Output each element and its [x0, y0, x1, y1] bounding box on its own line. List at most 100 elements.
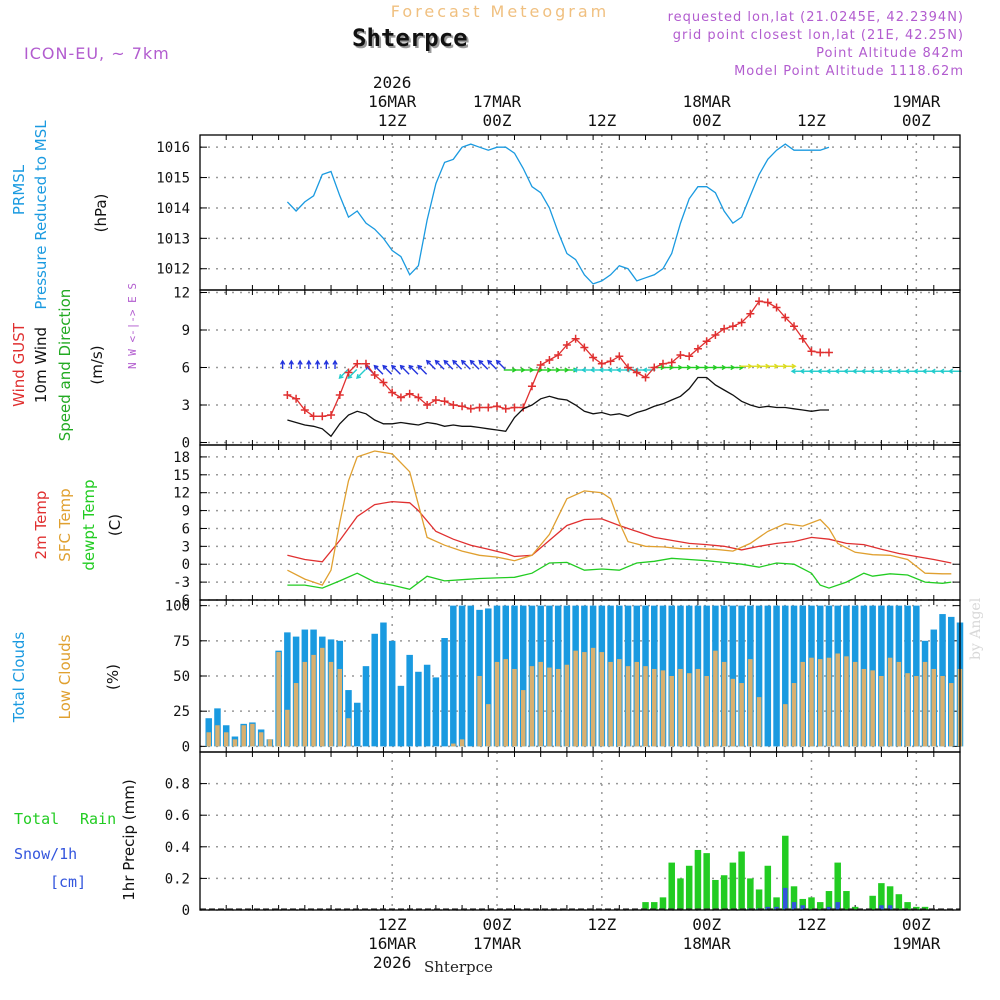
model-label: ICON-EU, ~ 7km — [24, 44, 170, 63]
gust-marker — [816, 348, 825, 357]
wind-arrow — [478, 360, 489, 370]
meteogram-title: Forecast Meteogram — [390, 2, 610, 21]
gust-marker — [790, 322, 799, 331]
time-label-top: 16MAR — [368, 92, 417, 111]
gust-marker — [440, 397, 449, 406]
low-cloud-bar — [223, 732, 229, 747]
gust-marker — [458, 402, 467, 411]
low-cloud-bar — [861, 668, 867, 747]
wind-arrow — [417, 365, 428, 375]
y-tick-label: 0 — [182, 739, 190, 755]
wind-arrow — [373, 365, 384, 375]
rain-bar — [773, 897, 780, 910]
wind-arrowhead — [288, 359, 295, 365]
low-cloud-bar — [887, 657, 893, 747]
rain-bar — [720, 875, 728, 910]
gust-marker — [527, 382, 536, 391]
low-cloud-bar — [608, 661, 613, 747]
gust-marker — [728, 322, 737, 331]
low-cloud-bar — [564, 664, 570, 747]
total-cloud-bar — [371, 633, 378, 747]
temperature-frame — [199, 444, 961, 601]
rain-bar — [668, 862, 675, 910]
wind-arrowhead — [791, 363, 797, 369]
y-tick-label: 0.2 — [165, 871, 190, 887]
low-cloud-bar — [267, 739, 273, 747]
clouds-panel: 0 25 50 75 100 Total Clouds Low Clouds (%) — [10, 599, 964, 755]
low-cloud-bar — [538, 661, 543, 747]
pressure-panel: 1012 1013 1014 1015 1016 PRMSL Pressure Reduce… — [10, 120, 961, 310]
wind-arrowhead — [589, 367, 595, 373]
low-cloud-bar — [320, 647, 325, 747]
wind-arrowhead — [808, 368, 814, 374]
precip-axis-label: 1hr Precip (mm) — [120, 779, 138, 900]
requested-coords: requested lon,lat (21.0245E, 42.2394N) — [667, 10, 964, 25]
wind-arrow — [382, 365, 393, 375]
gust-marker — [685, 352, 694, 361]
wind-arrow — [339, 369, 349, 379]
total-cloud-bar — [467, 605, 475, 747]
gust-marker — [475, 403, 484, 412]
gust-marker — [423, 401, 432, 409]
total-cloud-bar — [519, 605, 527, 747]
rain-bar — [834, 862, 841, 910]
gust-marker — [676, 351, 685, 359]
location-title: Shterpce — [352, 24, 468, 52]
total-cloud-bar — [729, 605, 737, 747]
wind-axis-label: Speed and Direction — [56, 289, 74, 442]
low-cloud-bar — [328, 661, 334, 747]
gust-marker — [283, 391, 292, 399]
rain-bar — [677, 878, 684, 910]
wind-arrowhead — [607, 367, 613, 373]
wind-arrowhead — [434, 359, 440, 365]
y-tick-label: 1015 — [156, 171, 190, 187]
low-cloud-bar — [800, 661, 806, 747]
wind-arrowhead — [469, 359, 475, 365]
gust-marker — [335, 391, 344, 399]
time-label-top: 19MAR — [892, 92, 941, 111]
y-tick-label: -6 — [173, 593, 190, 609]
temperature-axis-label: SFC Temp — [56, 488, 74, 561]
gust-marker — [624, 363, 633, 372]
low-cloud-bar — [835, 653, 840, 747]
wind-arrowhead — [572, 367, 578, 373]
gust-marker — [571, 334, 580, 343]
total-cloud-bar — [415, 671, 422, 747]
low-cloud-bar — [721, 661, 727, 747]
rain-bar — [869, 895, 876, 910]
low-cloud-bar — [293, 683, 299, 747]
time-label-bottom: 18MAR — [683, 934, 732, 953]
y-tick-label: 75 — [173, 634, 190, 650]
gust-marker — [353, 359, 362, 368]
total-cloud-bar — [441, 638, 448, 747]
low-cloud-bar — [625, 666, 631, 747]
time-label-top: 00Z — [692, 111, 721, 130]
gust-marker — [632, 368, 641, 377]
temperature-panel: -6 -3 0 3 69 12 15 18 2m Temp SFC Temp dewpt Temp (… — [32, 444, 961, 609]
rain-bar — [694, 849, 702, 910]
time-label-bottom: 19MAR — [892, 934, 941, 953]
y-tick-label: 9 — [182, 323, 190, 339]
time-label-bottom: 16MAR — [368, 934, 417, 953]
gust-marker — [536, 361, 545, 369]
rain-bar — [904, 902, 911, 910]
gust-marker — [667, 358, 676, 367]
time-label-bottom: 00Z — [902, 915, 931, 934]
low-cloud-bar — [844, 656, 849, 747]
low-cloud-bar — [870, 670, 875, 747]
wind-arrowhead — [373, 364, 379, 370]
low-cloud-bar — [555, 668, 561, 747]
wind-arrowhead — [921, 368, 927, 374]
gust-marker — [431, 396, 440, 404]
wind-arrowhead — [615, 367, 622, 373]
rain-bar — [712, 879, 719, 910]
rain-bar — [764, 865, 772, 910]
gust-marker — [772, 303, 781, 312]
total-cloud-bar — [397, 685, 405, 747]
clouds-axis-label: Low Clouds — [56, 634, 74, 719]
y-tick-label: 6 — [182, 521, 190, 537]
gust-marker — [414, 393, 423, 402]
rain-bar — [851, 906, 859, 910]
y-tick-label: 3 — [182, 398, 190, 414]
